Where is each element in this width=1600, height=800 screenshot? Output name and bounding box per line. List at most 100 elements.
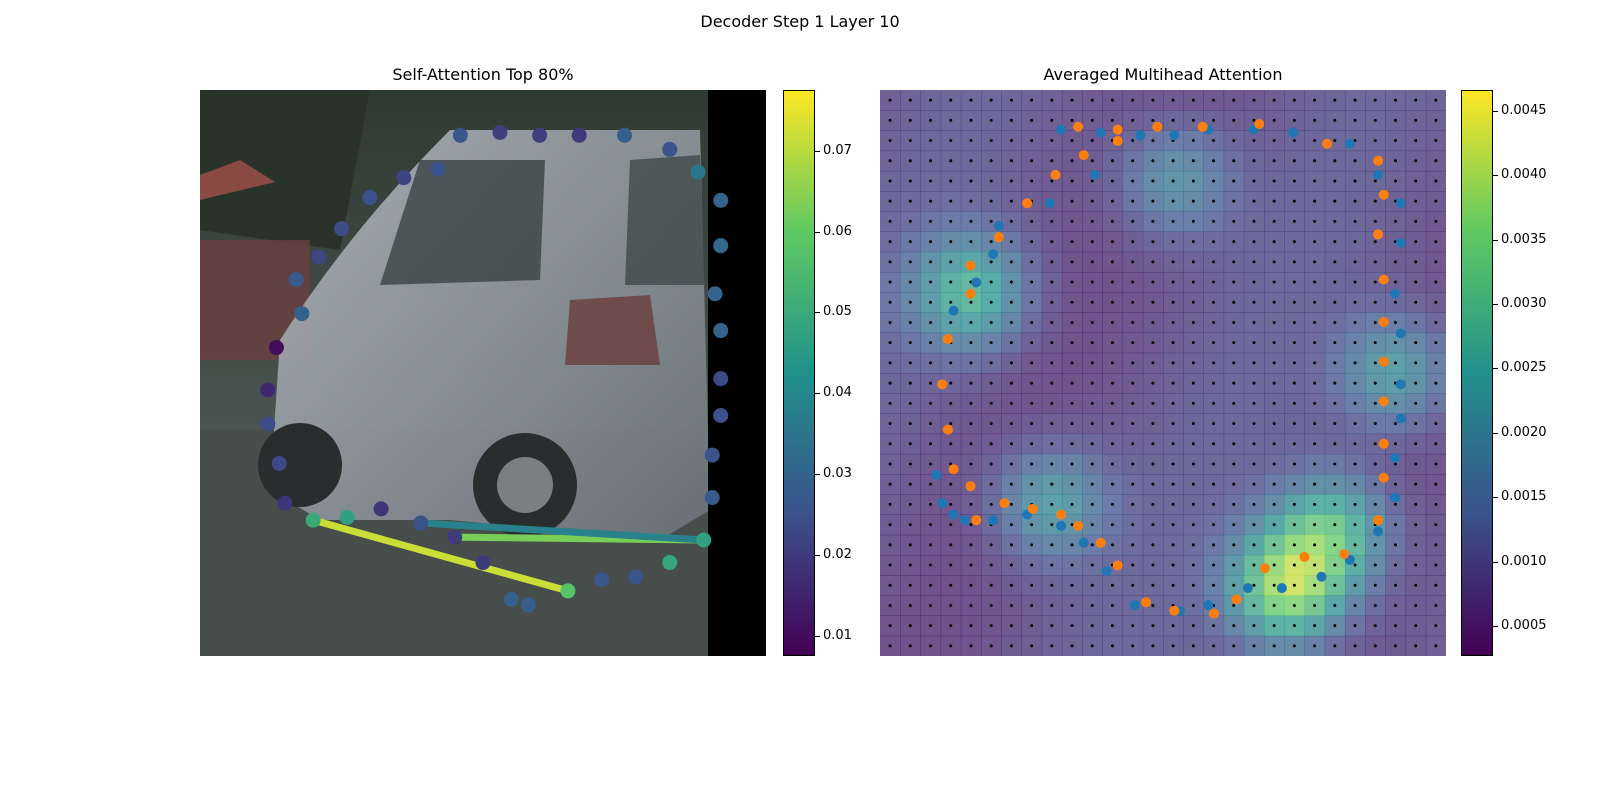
- grid-point: [1110, 300, 1114, 304]
- grid-point: [929, 320, 933, 324]
- grid-point: [929, 502, 933, 506]
- grid-point: [1212, 442, 1216, 446]
- attention-point: [271, 456, 287, 472]
- grid-point: [1050, 644, 1054, 648]
- grid-point: [1232, 159, 1236, 163]
- grid-point: [1050, 381, 1054, 385]
- grid-point: [1414, 583, 1418, 587]
- grid-point: [989, 320, 993, 324]
- grid-point: [1090, 341, 1094, 345]
- grid-point: [949, 563, 953, 567]
- grid-point: [1070, 583, 1074, 587]
- grid-point: [929, 624, 933, 628]
- grid-point: [1191, 523, 1195, 527]
- grid-point: [1232, 422, 1236, 426]
- grid-point: [1009, 442, 1013, 446]
- grid-point: [1353, 401, 1357, 405]
- grid-point: [1393, 179, 1397, 183]
- grid-point: [908, 603, 912, 607]
- grid-point: [1151, 300, 1155, 304]
- grid-point: [1393, 422, 1397, 426]
- grid-point: [989, 341, 993, 345]
- grid-point: [908, 563, 912, 567]
- grid-point: [1090, 219, 1094, 223]
- attention-point: [704, 447, 720, 463]
- grid-point: [1030, 361, 1034, 365]
- grid-point: [1353, 482, 1357, 486]
- grid-point: [1252, 422, 1256, 426]
- grid-point: [929, 240, 933, 244]
- grid-point: [1212, 199, 1216, 203]
- grid-point: [1434, 583, 1438, 587]
- grid-point: [1292, 361, 1296, 365]
- blue-point: [1169, 130, 1180, 141]
- grid-point: [989, 159, 993, 163]
- grid-point: [888, 199, 892, 203]
- attention-point: [452, 127, 468, 143]
- grid-point: [1353, 442, 1357, 446]
- self-attention-colorbar-tick-label: 0.01: [815, 627, 852, 643]
- grid-point: [1090, 482, 1094, 486]
- figure-title: Decoder Step 1 Layer 10: [700, 12, 900, 31]
- grid-point: [1393, 401, 1397, 405]
- grid-point: [1313, 320, 1317, 324]
- grid-point: [1373, 563, 1377, 567]
- grid-point: [1050, 280, 1054, 284]
- orange-point: [1378, 274, 1389, 285]
- grid-point: [1414, 361, 1418, 365]
- grid-point: [1191, 583, 1195, 587]
- grid-point: [1131, 320, 1135, 324]
- grid-point: [1151, 603, 1155, 607]
- grid-point: [1090, 624, 1094, 628]
- grid-point: [1333, 543, 1337, 547]
- grid-point: [908, 118, 912, 122]
- grid-point: [1333, 260, 1337, 264]
- grid-point: [1393, 260, 1397, 264]
- grid-point: [888, 603, 892, 607]
- grid-point: [1373, 442, 1377, 446]
- grid-point: [1232, 543, 1236, 547]
- attention-point: [690, 164, 706, 180]
- attention-point: [373, 501, 389, 517]
- orange-point: [1050, 169, 1061, 180]
- grid-point: [969, 603, 973, 607]
- grid-point: [1434, 502, 1438, 506]
- grid-point: [1009, 341, 1013, 345]
- self-attention-colorbar: [783, 90, 815, 656]
- grid-point: [1333, 159, 1337, 163]
- grid-point: [1313, 624, 1317, 628]
- grid-point: [888, 341, 892, 345]
- grid-point: [908, 280, 912, 284]
- grid-point: [1191, 603, 1195, 607]
- grid-point: [1272, 482, 1276, 486]
- attention-point: [288, 272, 304, 288]
- grid-point: [1131, 98, 1135, 102]
- grid-point: [1050, 624, 1054, 628]
- grid-point: [908, 523, 912, 527]
- grid-point: [1252, 300, 1256, 304]
- grid-point: [949, 401, 953, 405]
- grid-point: [1434, 482, 1438, 486]
- grid-point: [1151, 462, 1155, 466]
- attention-point: [571, 127, 587, 143]
- grid-point: [1272, 240, 1276, 244]
- grid-point: [1313, 563, 1317, 567]
- grid-point: [929, 118, 933, 122]
- grid-point: [1232, 523, 1236, 527]
- orange-point: [971, 515, 982, 526]
- grid-point: [1050, 260, 1054, 264]
- grid-point: [1373, 644, 1377, 648]
- grid-point: [1434, 401, 1438, 405]
- grid-point: [1110, 240, 1114, 244]
- grid-point: [949, 199, 953, 203]
- grid-point: [1030, 240, 1034, 244]
- grid-point: [1131, 300, 1135, 304]
- grid-point: [969, 159, 973, 163]
- multihead-colorbar-tick-label: 0.0045: [1493, 102, 1547, 118]
- self-attention-title: Self-Attention Top 80%: [392, 65, 574, 84]
- grid-point: [1232, 462, 1236, 466]
- grid-point: [1151, 280, 1155, 284]
- grid-point: [1252, 240, 1256, 244]
- attention-point: [447, 529, 463, 545]
- grid-point: [1090, 260, 1094, 264]
